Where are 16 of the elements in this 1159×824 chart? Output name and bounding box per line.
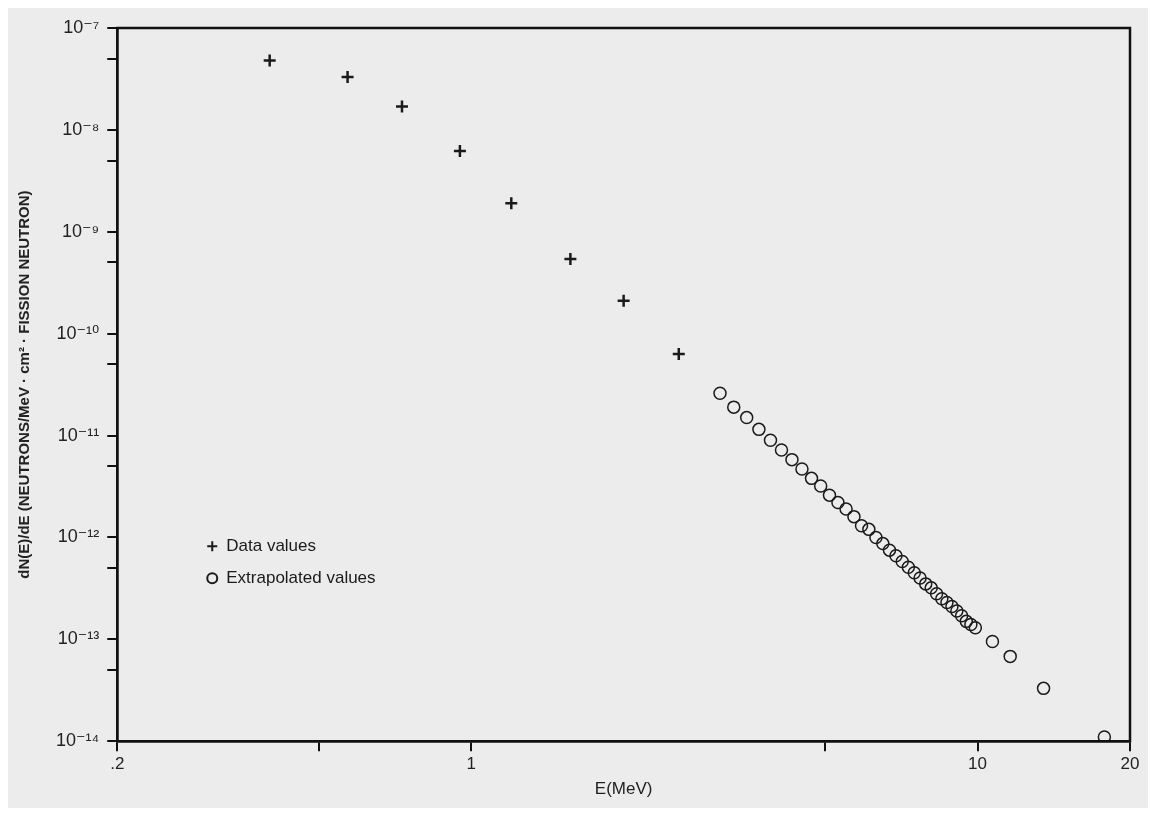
x-tick-label: 1 — [466, 754, 476, 774]
legend-label: Extrapolated values — [226, 567, 376, 587]
y-tick-label: 10⁻¹⁴ — [55, 730, 100, 751]
y-tick-label: 10⁻⁷ — [63, 16, 100, 37]
y-tick-label: 10⁻¹² — [57, 526, 100, 547]
x-tick-label: 20 — [1120, 754, 1140, 774]
x-tick-label: .2 — [110, 754, 125, 774]
y-tick-label: 10⁻⁹ — [62, 220, 100, 241]
x-tick-label: 10 — [968, 754, 988, 774]
y-tick-label: 10⁻¹³ — [57, 628, 100, 649]
y-tick-label: 10⁻⁸ — [62, 118, 100, 139]
y-tick-label: 10⁻¹¹ — [57, 424, 100, 445]
x-axis-title: E(MeV) — [594, 779, 653, 799]
y-axis-title: dN(E)/dE (NEUTRONS/MeV · cm² · FISSION NEUTRON) — [15, 190, 33, 579]
y-tick-label: 10⁻¹⁰ — [56, 322, 100, 343]
legend-label: Data values — [226, 535, 317, 555]
